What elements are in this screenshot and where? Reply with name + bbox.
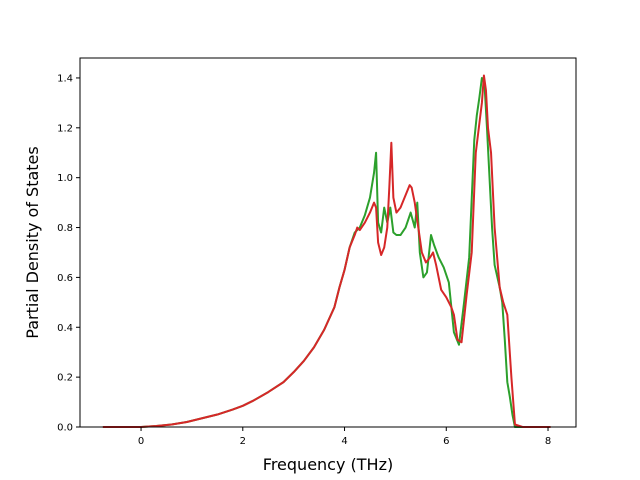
- x-axis-ticks: 0 2 4 6 8: [138, 427, 551, 447]
- y-axis-ticks: 0.0 0.2 0.4 0.6 0.8 1.0 1.2 1.4: [57, 73, 80, 434]
- plot-lines: [102, 74, 551, 428]
- x-tick-label: 2: [240, 436, 246, 447]
- y-axis-label: Partial Density of States: [23, 146, 42, 338]
- y-tick-label: 1.2: [57, 123, 73, 134]
- x-tick-label: 8: [545, 436, 551, 447]
- x-tick-label: 0: [138, 436, 144, 447]
- x-axis-label: Frequency (THz): [263, 455, 393, 474]
- x-tick-label: 4: [341, 436, 347, 447]
- y-tick-label: 0.0: [57, 423, 73, 434]
- y-tick-label: 0.6: [57, 273, 73, 284]
- y-tick-label: 0.4: [57, 323, 73, 334]
- plot-frame: [79, 57, 577, 428]
- x-tick-label: 6: [443, 436, 449, 447]
- y-tick-label: 0.2: [57, 373, 73, 384]
- y-tick-label: 1.0: [57, 173, 73, 184]
- series-line-2: [102, 74, 551, 428]
- y-tick-label: 1.4: [57, 73, 73, 84]
- y-tick-label: 0.8: [57, 223, 73, 234]
